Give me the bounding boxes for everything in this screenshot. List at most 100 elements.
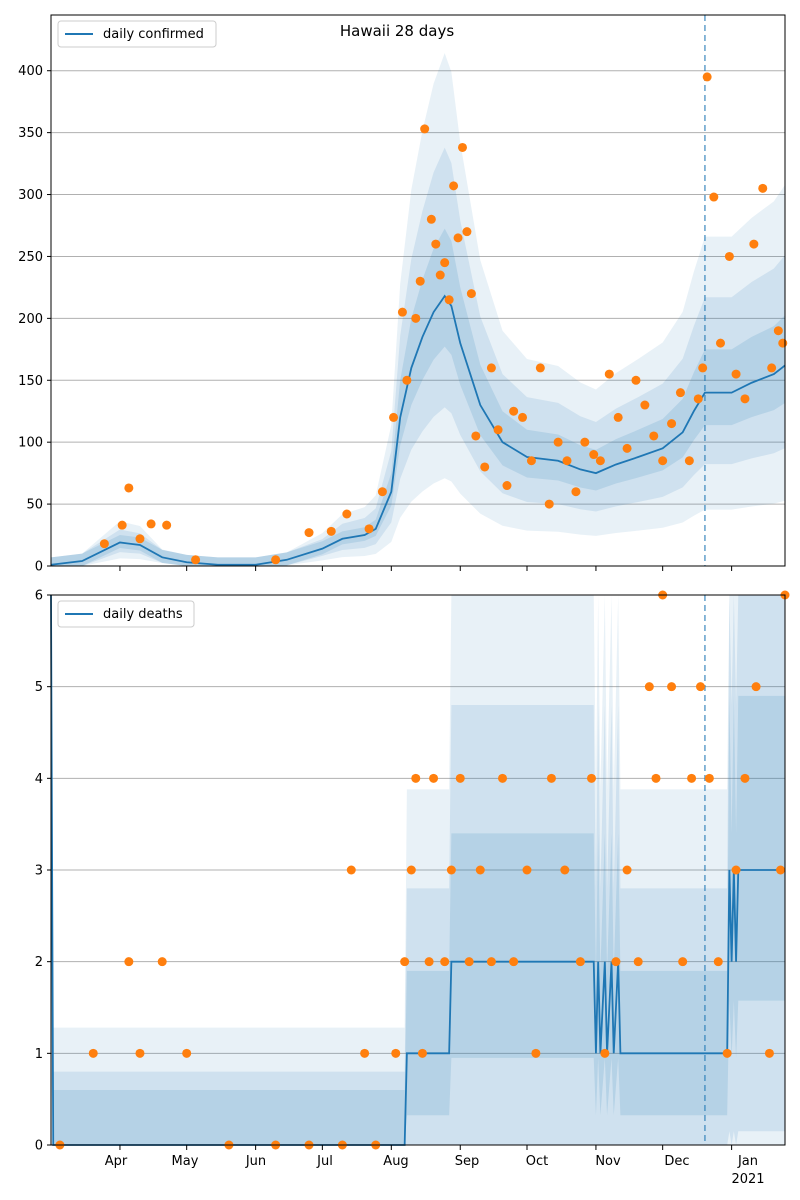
observed-point <box>702 72 712 82</box>
observed-point <box>417 1048 427 1058</box>
observed-point <box>449 181 459 191</box>
observed-point <box>124 957 134 967</box>
confirmed-axes-frame <box>50 14 786 567</box>
observed-point <box>389 412 399 422</box>
observed-point <box>560 865 570 875</box>
observed-point <box>667 682 677 692</box>
observed-point <box>498 773 508 783</box>
y-tick-label: 3 <box>35 864 43 879</box>
observed-point <box>651 773 661 783</box>
observed-point <box>486 957 496 967</box>
deaths-legend-label: daily deaths <box>103 607 183 622</box>
observed-point <box>364 524 374 534</box>
observed-point <box>455 773 465 783</box>
observed-point <box>773 326 783 336</box>
observed-point <box>162 520 172 530</box>
observed-point <box>182 1048 192 1058</box>
observed-point <box>678 957 688 967</box>
observed-point <box>486 363 496 373</box>
observed-point <box>622 865 632 875</box>
observed-point <box>415 276 425 286</box>
observed-point <box>420 124 430 134</box>
observed-point <box>424 957 434 967</box>
observed-point <box>544 499 554 509</box>
x-tick-label-sep: Sep <box>455 1154 480 1169</box>
observed-point <box>462 227 472 237</box>
x-tick-label-jul: Jul <box>316 1154 333 1169</box>
observed-point <box>397 307 407 317</box>
observed-point <box>99 539 109 549</box>
confirmed-legend: daily confirmed <box>57 20 217 48</box>
observed-point <box>440 258 450 268</box>
observed-point <box>695 682 705 692</box>
observed-point <box>480 462 490 472</box>
observed-point <box>749 239 759 249</box>
y-tick-label: 250 <box>18 250 43 265</box>
observed-point <box>740 394 750 404</box>
observed-point <box>535 363 545 373</box>
observed-point <box>698 363 708 373</box>
observed-point <box>704 773 714 783</box>
x-tick-label-aug: Aug <box>383 1154 408 1169</box>
observed-point <box>509 406 519 416</box>
x-tick-label-jan: Jan <box>737 1154 758 1169</box>
y-tick-label: 6 <box>35 589 43 604</box>
observed-point <box>767 363 777 373</box>
y-tick-label: 50 <box>26 498 43 513</box>
observed-point <box>722 1048 732 1058</box>
x-tick-label-may: May <box>172 1154 199 1169</box>
y-tick-label: 350 <box>18 126 43 141</box>
observed-point <box>346 865 356 875</box>
deaths-legend: daily deaths <box>57 600 195 628</box>
observed-point <box>778 338 788 348</box>
confirmed-y-axis: 0 50 100 150 200 250 300 350 400 <box>18 64 733 575</box>
observed-point <box>649 431 659 441</box>
deaths-axes-frame <box>50 594 786 1146</box>
observed-point <box>342 509 352 519</box>
chart-title: Hawaii 28 days <box>340 22 454 40</box>
observed-point <box>675 388 685 398</box>
observed-point <box>622 443 632 453</box>
observed-point <box>457 142 467 152</box>
observed-point <box>731 865 741 875</box>
observed-point <box>667 419 677 429</box>
observed-point <box>611 957 621 967</box>
observed-point <box>400 957 410 967</box>
observed-point <box>589 450 599 460</box>
observed-point <box>471 431 481 441</box>
deaths-uncertainty-bands <box>51 595 785 1145</box>
observed-point <box>429 773 439 783</box>
observed-point <box>502 481 512 491</box>
observed-point <box>776 865 786 875</box>
observed-point <box>713 957 723 967</box>
observed-point <box>271 555 281 565</box>
deaths-series <box>50 590 790 1150</box>
observed-point <box>740 773 750 783</box>
y-tick-label: 150 <box>18 374 43 389</box>
observed-point <box>444 295 454 305</box>
y-tick-label: 4 <box>35 772 43 787</box>
observed-point <box>426 214 436 224</box>
observed-point <box>586 773 596 783</box>
observed-point <box>157 957 167 967</box>
observed-point <box>562 456 572 466</box>
confirmed-gridlines <box>51 70 785 505</box>
observed-point <box>191 555 201 565</box>
observed-point <box>633 957 643 967</box>
y-tick-label: 0 <box>35 1139 43 1154</box>
observed-point <box>546 773 556 783</box>
observed-point <box>751 682 761 692</box>
y-tick-label: 200 <box>18 312 43 327</box>
observed-point <box>687 773 697 783</box>
observed-point <box>600 1048 610 1058</box>
observed-point <box>88 1048 98 1058</box>
y-tick-label: 2 <box>35 955 43 970</box>
observed-point <box>475 865 485 875</box>
observed-point <box>640 400 650 410</box>
observed-point <box>553 437 563 447</box>
observed-point <box>440 957 450 967</box>
observed-point <box>509 957 519 967</box>
series-line <box>50 294 786 566</box>
observed-point <box>135 534 145 544</box>
